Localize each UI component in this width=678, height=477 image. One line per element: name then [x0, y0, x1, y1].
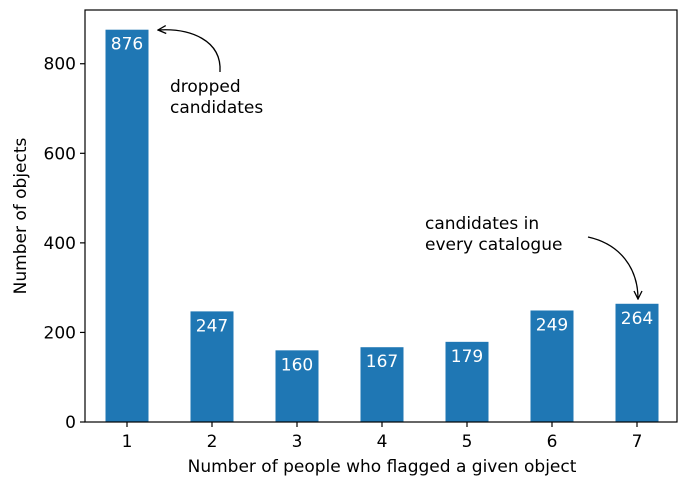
bar-3 — [275, 350, 319, 422]
x-tick-label-1: 1 — [122, 432, 133, 452]
annotation-every-catalogue-line-2: every catalogue — [425, 235, 562, 255]
y-tick-label-600: 600 — [44, 144, 76, 164]
bar-7 — [615, 303, 659, 422]
bar-6 — [530, 310, 574, 422]
annotation-every-catalogue-arrow — [587, 236, 638, 299]
bar-2 — [190, 311, 234, 422]
annotation-dropped-line-2: candidates — [170, 98, 263, 118]
annotation-dropped-arrow — [158, 30, 221, 73]
data-label-4: 167 — [366, 352, 398, 372]
annotation-every-catalogue-line-1: candidates in — [425, 214, 539, 234]
data-label-1: 876 — [111, 35, 143, 55]
data-label-6: 249 — [536, 315, 568, 335]
x-tick-label-3: 3 — [292, 432, 303, 452]
y-tick-label-200: 200 — [44, 323, 76, 343]
annotation-dropped-line-1: dropped — [170, 77, 241, 97]
y-tick-label-0: 0 — [65, 413, 76, 433]
y-axis-label: Number of objects — [11, 137, 31, 294]
x-tick-label-5: 5 — [462, 432, 473, 452]
bars-group: 876 247 160 167 179 249 264 — [105, 29, 659, 423]
y-tick-label-800: 800 — [44, 55, 76, 75]
x-tick-label-7: 7 — [632, 432, 643, 452]
x-axis-label: Number of people who flagged a given obj… — [188, 457, 577, 477]
bar-1 — [105, 29, 149, 423]
y-tick-label-400: 400 — [44, 234, 76, 254]
bar-4 — [360, 347, 404, 422]
plot-frame — [84, 9, 678, 423]
x-tick-label-2: 2 — [207, 432, 218, 452]
data-label-3: 160 — [281, 355, 313, 375]
data-label-2: 247 — [196, 316, 228, 336]
x-tick-label-4: 4 — [377, 432, 388, 452]
x-tick-label-6: 6 — [547, 432, 558, 452]
data-label-5: 179 — [451, 347, 483, 367]
bar-5 — [445, 341, 489, 422]
data-label-7: 264 — [621, 309, 653, 329]
ticks-group: 1 2 3 4 5 6 7 0 200 400 600 800 — [44, 55, 643, 452]
